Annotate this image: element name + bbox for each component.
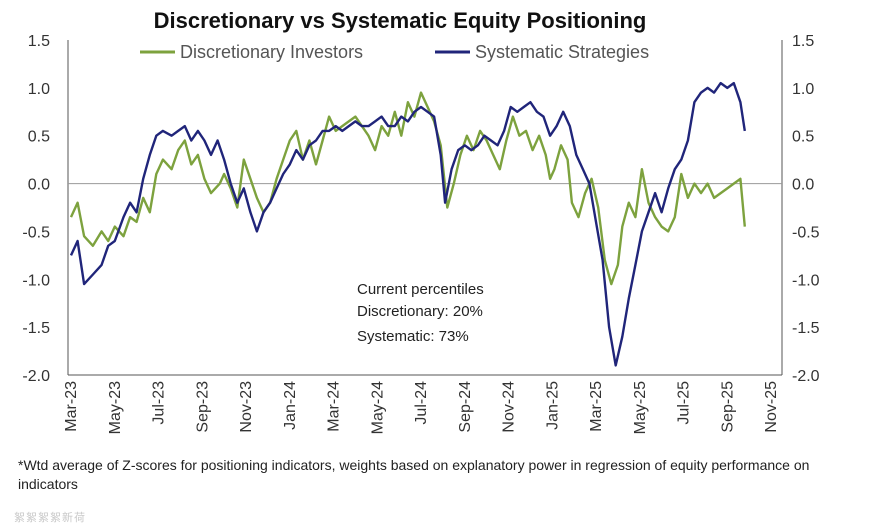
y-tick-label-left: 1.5 [28,33,50,50]
x-tick-label: May-23 [107,381,124,434]
x-tick-label: Jan-25 [544,381,561,430]
watermark: 絮絮絮絮新荷 [14,512,86,524]
annotation-systematic: Systematic: 73% [357,328,469,345]
legend-label-discretionary: Discretionary Investors [180,42,363,62]
annotation-box: Current percentiles Discretionary: 20% S… [357,281,484,345]
x-tick-label: Mar-24 [326,381,343,432]
x-tick-label: Sep-25 [719,381,736,433]
x-tick-label: Sep-23 [194,381,211,433]
series-line-systematic [69,81,746,367]
y-tick-label-left: 0.5 [28,129,50,146]
x-tick-label: Nov-24 [501,381,518,433]
y-tick-label-left: -1.5 [22,320,50,337]
x-tick-label: Nov-25 [763,381,780,433]
x-tick-label: Nov-23 [238,381,255,433]
legend-label-systematic: Systematic Strategies [475,42,649,62]
y-tick-label-right: 1.5 [792,33,814,50]
chart-title: Discretionary vs Systematic Equity Posit… [154,8,647,33]
legend: Discretionary Investors Systematic Strat… [140,42,649,62]
y-tick-label-left: -1.0 [22,272,50,289]
y-tick-label-left: 1.0 [28,81,50,98]
x-tick-label: Jul-24 [413,381,430,425]
annotation-heading: Current percentiles [357,281,484,298]
y-tick-label-right: -2.0 [792,368,820,385]
footnote: *Wtd average of Z-scores for positioning… [18,457,810,492]
annotation-discretionary: Discretionary: 20% [357,303,483,320]
x-tick-label: May-25 [632,381,649,434]
y-tick-label-left: -2.0 [22,368,50,385]
series-line-discretionary [69,91,746,286]
y-tick-label-right: 0.0 [792,177,814,194]
y-tick-label-right: 0.5 [792,129,814,146]
x-tick-label: Jul-23 [151,381,168,425]
y-axis-left: 1.5 1.0 0.5 0.0 -0.5 -1.0 -1.5 -2.0 [22,33,50,385]
x-tick-label: Jul-25 [676,381,693,425]
x-tick-label: Mar-25 [588,381,605,432]
y-axis-right: 1.5 1.0 0.5 0.0 -0.5 -1.0 -1.5 -2.0 [792,33,820,385]
x-tick-label: Jan-24 [282,381,299,430]
y-tick-label-right: -1.0 [792,272,820,289]
x-axis: Mar-23 May-23 Jul-23 Sep-23 Nov-23 Jan-24 Mar-… [63,381,780,434]
y-tick-label-right: 1.0 [792,81,814,98]
y-tick-label-right: -1.5 [792,320,820,337]
x-tick-label: Mar-23 [63,381,80,432]
x-tick-label: Sep-24 [457,381,474,433]
y-tick-label-left: 0.0 [28,177,50,194]
y-tick-label-left: -0.5 [22,224,50,241]
y-tick-label-right: -0.5 [792,224,820,241]
x-tick-label: May-24 [369,381,386,434]
